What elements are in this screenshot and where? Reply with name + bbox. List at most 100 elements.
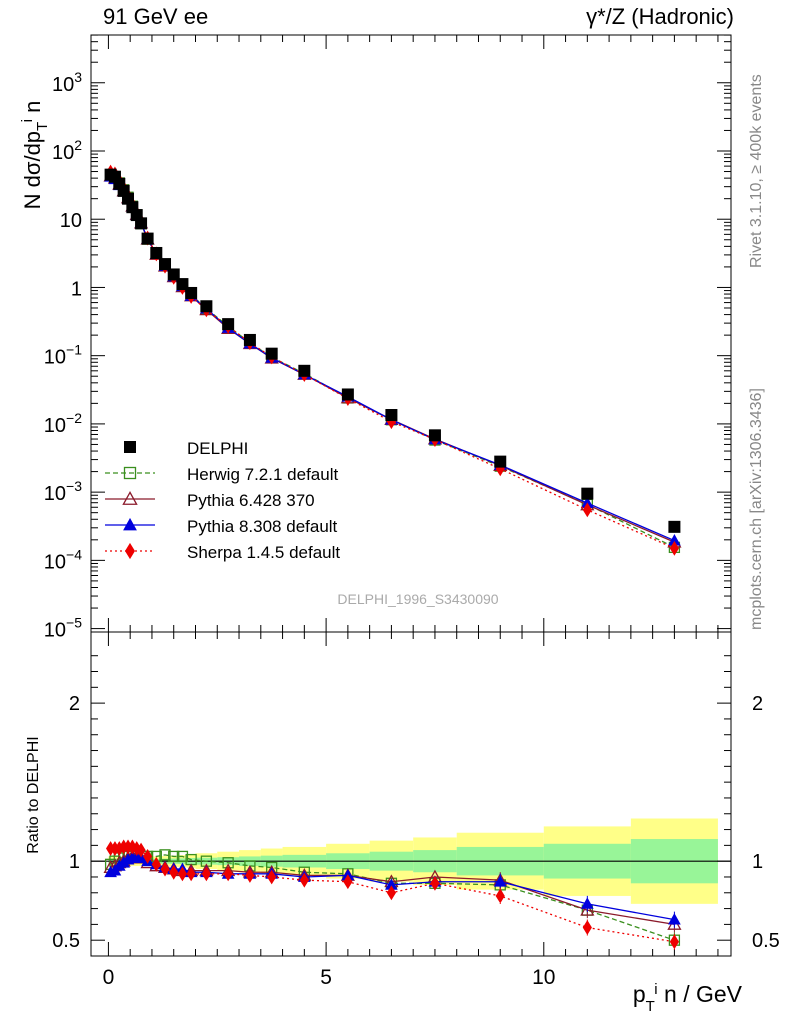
legend-label-herwig: Herwig 7.2.1 default [187,465,338,484]
y-tick-exponent: 2 [74,137,82,153]
y-axis-title-part: n [20,101,45,119]
y-tick-base: 10 [44,415,66,437]
data-point [428,429,441,442]
data-point [159,258,172,271]
data-point [200,300,213,313]
y-tick-exponent: −3 [66,478,82,494]
ratio-y-tick-label-right: 2 [752,693,763,715]
sherpa-point [136,842,146,858]
y-tick-base: 10 [60,210,82,232]
sherpa-point [160,861,170,877]
process-label: 91 GeV ee [103,4,209,29]
data-point [385,409,398,422]
ratio-y-tick-label-right: 1 [752,851,763,873]
y-tick-label: 10−2 [44,410,82,437]
sherpa-point [125,542,135,560]
data-point [581,487,594,500]
final-state-label: γ*/Z (Hadronic) [586,4,734,29]
x-axis-title-part: p [633,981,646,1007]
data-point [494,455,507,468]
sherpa-point [343,874,353,890]
y-tick-exponent: −1 [66,342,82,358]
ratio-y-tick-label: 2 [69,693,80,715]
y-tick-label: 10−5 [44,615,82,642]
y-tick-label: 102 [52,137,82,164]
sherpa-point [245,867,255,883]
y-tick-exponent: −4 [66,546,82,562]
data-point [185,286,198,299]
y-tick-base: 10 [52,142,74,164]
y-tick-exponent: −5 [66,615,82,631]
sherpa-point [582,502,592,518]
data-point [222,318,235,331]
sherpa-point [582,920,592,936]
y-axis-title-part: T [34,122,51,131]
sherpa-point [223,866,233,882]
ratio-y-axis-title: Ratio to DELPHI [25,736,42,853]
y-axis-title: N dσ/dpTi n [19,101,51,210]
mcplots-label: mcplots.cern.ch [arXiv:1306.3436] [748,388,765,630]
data-point [298,364,311,377]
sherpa-point [299,872,309,888]
ratio-panel: 0 5 10 0.5 0.5 1 1 2 2 Ratio to DELPHI pTi n / GeV [25,631,780,1015]
data-point [265,347,278,360]
data-point [124,441,136,453]
sherpa-point [430,875,440,891]
y-tick-label: 103 [52,69,82,96]
data-point [668,520,681,533]
y-tick-label: 10 [60,210,82,232]
sherpa-point [143,848,153,864]
x-axis-title: pTi n / GeV [633,981,743,1015]
x-tick-label: 0 [103,966,115,989]
analysis-id: DELPHI_1996_S3430090 [337,591,498,607]
y-tick-base: 10 [44,551,66,573]
pythia8-point [493,875,507,887]
ratio-y-tick-label-right: 0.5 [752,930,780,952]
y-tick-exponent: −2 [66,410,82,426]
data-point [135,217,148,230]
main-panel: 10310210110−110−210−310−410−5DELPHIHerwi… [19,34,732,642]
x-tick-label: 10 [532,966,555,989]
y-tick-base: 10 [44,620,66,642]
sherpa-point [151,856,161,872]
pythia6-line [110,175,675,543]
x-tick-label: 5 [320,966,332,989]
data-point [150,246,163,259]
data-point [167,268,180,281]
y-tick-label: 10−4 [44,546,82,573]
herwig-point [159,849,171,861]
y-tick-exponent: 3 [74,69,82,85]
ratio-y-tick-label: 0.5 [52,930,80,952]
sherpa-point [169,864,179,880]
sherpa-point [669,934,679,950]
pythia6-point [122,491,138,505]
pythia8-point [580,897,594,909]
y-tick-label: 10−3 [44,478,82,505]
y-axis-title-part: N dσ/dp [20,131,45,209]
y-tick-base: 1 [71,278,82,300]
sherpa-point [177,866,188,882]
x-axis-title-part: T [646,998,655,1015]
sherpa-point [669,540,679,556]
ratio-y-tick-label: 1 [69,851,80,873]
herwig-point [123,466,137,480]
pythia6-point [580,902,595,916]
rivet-version-label: Rivet 3.1.10, ≥ 400k events [748,74,765,268]
sherpa-point [186,866,196,882]
sherpa-point [267,869,277,885]
legend-label-pythia6: Pythia 6.428 370 [187,491,315,510]
y-tick-base: 10 [44,347,66,369]
x-axis-title-part: i [654,981,657,998]
pythia8-point [123,517,137,531]
sherpa-point [201,866,211,882]
data-point [141,232,154,245]
ratio-frame [90,631,732,957]
x-axis-title-part: n / GeV [658,981,743,1007]
y-tick-label: 1 [71,278,82,300]
y-tick-base: 10 [44,483,66,505]
pythia8-line [110,176,675,542]
herwig-point [176,850,189,863]
y-tick-label: 10−1 [44,342,82,369]
data-point [126,201,139,214]
